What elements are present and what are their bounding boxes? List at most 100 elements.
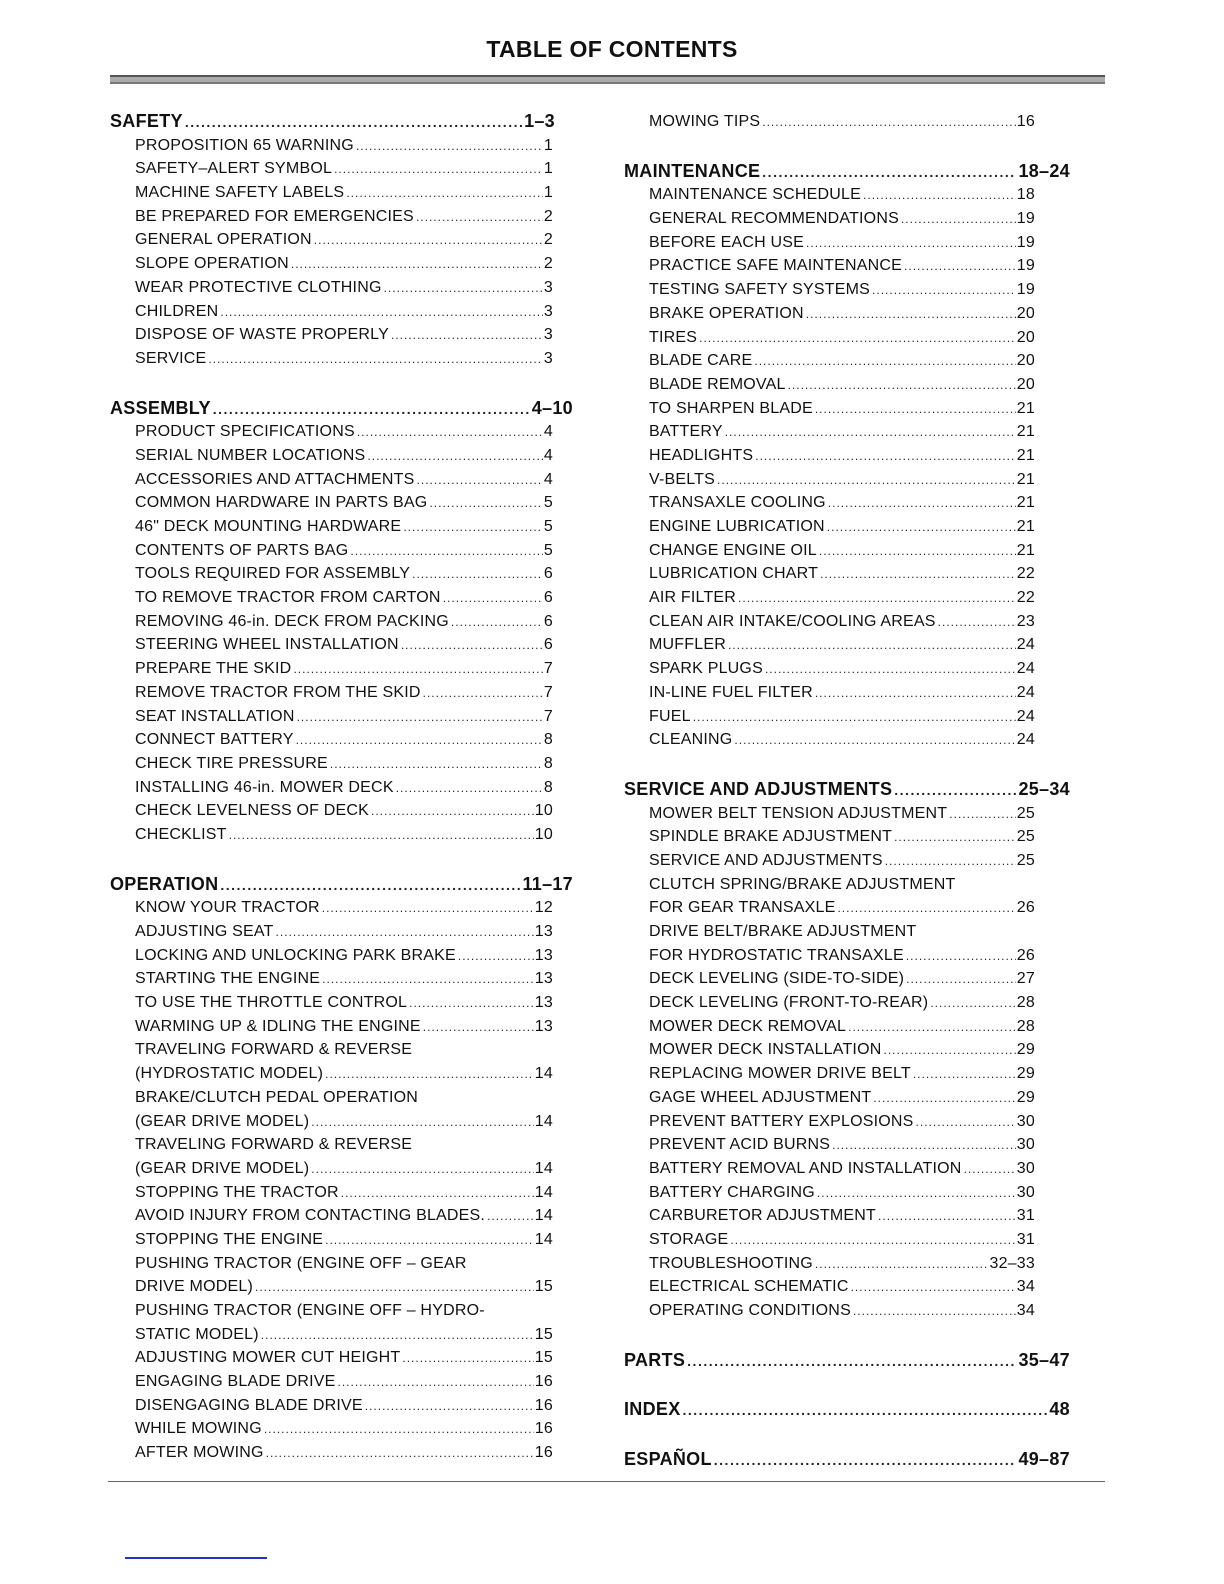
toc-entry[interactable]: DRIVE BELT/BRAKE ADJUSTMENT bbox=[624, 920, 1035, 944]
toc-entry[interactable]: BATTERY CHARGING 30 bbox=[624, 1181, 1035, 1205]
toc-entry[interactable]: CARBURETOR ADJUSTMENT 31 bbox=[624, 1204, 1035, 1228]
toc-entry[interactable]: MOWER DECK REMOVAL 28 bbox=[624, 1015, 1035, 1039]
toc-entry[interactable]: WARMING UP & IDLING THE ENGINE 13 bbox=[110, 1015, 553, 1039]
toc-entry[interactable]: CONTENTS OF PARTS BAG 5 bbox=[110, 539, 553, 563]
toc-entry[interactable]: TRAVELING FORWARD & REVERSE bbox=[110, 1038, 553, 1062]
toc-entry[interactable]: PUSHING TRACTOR (ENGINE OFF – GEAR bbox=[110, 1252, 553, 1276]
toc-entry[interactable]: TIRES 20 bbox=[624, 326, 1035, 350]
toc-entry[interactable]: IN-LINE FUEL FILTER 24 bbox=[624, 681, 1035, 705]
toc-entry[interactable]: STOPPING THE TRACTOR 14 bbox=[110, 1181, 553, 1205]
toc-entry[interactable]: HEADLIGHTS 21 bbox=[624, 444, 1035, 468]
toc-entry[interactable]: BLADE CARE 20 bbox=[624, 349, 1035, 373]
toc-entry[interactable]: INSTALLING 46-in. MOWER DECK 8 bbox=[110, 776, 553, 800]
toc-entry[interactable]: TROUBLESHOOTING 32–33 bbox=[624, 1252, 1035, 1276]
toc-entry[interactable]: ADJUSTING SEAT 13 bbox=[110, 920, 553, 944]
toc-entry[interactable]: SAFETY–ALERT SYMBOL 1 bbox=[110, 157, 553, 181]
toc-entry[interactable]: DISENGAGING BLADE DRIVE 16 bbox=[110, 1394, 553, 1418]
toc-entry[interactable]: LOCKING AND UNLOCKING PARK BRAKE 13 bbox=[110, 944, 553, 968]
toc-entry[interactable]: GENERAL OPERATION 2 bbox=[110, 228, 553, 252]
toc-entry[interactable]: CLUTCH SPRING/BRAKE ADJUSTMENT bbox=[624, 873, 1035, 897]
toc-entry[interactable]: ACCESSORIES AND ATTACHMENTS 4 bbox=[110, 468, 553, 492]
toc-entry[interactable]: ENGINE LUBRICATION 21 bbox=[624, 515, 1035, 539]
toc-entry[interactable]: REPLACING MOWER DRIVE BELT 29 bbox=[624, 1062, 1035, 1086]
toc-entry[interactable]: MAINTENANCE SCHEDULE 18 bbox=[624, 183, 1035, 207]
toc-entry[interactable]: BEFORE EACH USE 19 bbox=[624, 231, 1035, 255]
toc-entry[interactable]: SERVICE 3 bbox=[110, 347, 553, 371]
toc-entry[interactable]: SPINDLE BRAKE ADJUSTMENT 25 bbox=[624, 825, 1035, 849]
toc-entry[interactable]: STATIC MODEL) 15 bbox=[110, 1323, 553, 1347]
toc-section-heading[interactable]: SAFETY 1–3 bbox=[110, 110, 555, 134]
toc-entry[interactable]: DECK LEVELING (SIDE-TO-SIDE) 27 bbox=[624, 967, 1035, 991]
toc-entry[interactable]: CHECK LEVELNESS OF DECK 10 bbox=[110, 799, 553, 823]
toc-entry[interactable]: FOR GEAR TRANSAXLE 26 bbox=[624, 896, 1035, 920]
toc-entry[interactable]: WEAR PROTECTIVE CLOTHING 3 bbox=[110, 276, 553, 300]
toc-entry[interactable]: SPARK PLUGS 24 bbox=[624, 657, 1035, 681]
toc-entry[interactable]: GAGE WHEEL ADJUSTMENT 29 bbox=[624, 1086, 1035, 1110]
toc-entry[interactable]: V-BELTS 21 bbox=[624, 468, 1035, 492]
toc-entry[interactable]: REMOVING 46-in. DECK FROM PACKING 6 bbox=[110, 610, 553, 634]
toc-entry[interactable]: REMOVE TRACTOR FROM THE SKID 7 bbox=[110, 681, 553, 705]
toc-entry[interactable]: TO USE THE THROTTLE CONTROL 13 bbox=[110, 991, 553, 1015]
toc-entry[interactable]: TO REMOVE TRACTOR FROM CARTON 6 bbox=[110, 586, 553, 610]
toc-entry[interactable]: BATTERY REMOVAL AND INSTALLATION 30 bbox=[624, 1157, 1035, 1181]
toc-entry[interactable]: CLEANING 24 bbox=[624, 728, 1035, 752]
toc-entry[interactable]: WHILE MOWING 16 bbox=[110, 1417, 553, 1441]
toc-section-heading[interactable]: MAINTENANCE 18–24 bbox=[624, 160, 1070, 184]
toc-entry[interactable]: OPERATING CONDITIONS 34 bbox=[624, 1299, 1035, 1323]
toc-entry[interactable]: CHECKLIST 10 bbox=[110, 823, 553, 847]
toc-entry[interactable]: MUFFLER 24 bbox=[624, 633, 1035, 657]
toc-entry[interactable]: PREVENT ACID BURNS 30 bbox=[624, 1133, 1035, 1157]
toc-entry[interactable]: BRAKE/CLUTCH PEDAL OPERATION bbox=[110, 1086, 553, 1110]
toc-entry[interactable]: PROPOSITION 65 WARNING 1 bbox=[110, 134, 553, 158]
toc-entry[interactable]: SEAT INSTALLATION 7 bbox=[110, 705, 553, 729]
toc-entry[interactable]: BATTERY 21 bbox=[624, 420, 1035, 444]
toc-entry[interactable]: BE PREPARED FOR EMERGENCIES 2 bbox=[110, 205, 553, 229]
toc-entry[interactable]: FOR HYDROSTATIC TRANSAXLE 26 bbox=[624, 944, 1035, 968]
toc-entry[interactable]: AIR FILTER 22 bbox=[624, 586, 1035, 610]
toc-entry[interactable]: MOWING TIPS 16 bbox=[624, 110, 1035, 134]
toc-entry[interactable]: TOOLS REQUIRED FOR ASSEMBLY 6 bbox=[110, 562, 553, 586]
toc-section-heading[interactable]: PARTS 35–47 bbox=[624, 1349, 1070, 1373]
toc-entry[interactable]: ADJUSTING MOWER CUT HEIGHT 15 bbox=[110, 1346, 553, 1370]
toc-entry[interactable]: AVOID INJURY FROM CONTACTING BLADES. 14 bbox=[110, 1204, 553, 1228]
toc-section-heading[interactable]: SERVICE AND ADJUSTMENTS 25–34 bbox=[624, 778, 1070, 802]
toc-entry[interactable]: SERVICE AND ADJUSTMENTS 25 bbox=[624, 849, 1035, 873]
toc-entry[interactable]: CHECK TIRE PRESSURE 8 bbox=[110, 752, 553, 776]
toc-entry[interactable]: MACHINE SAFETY LABELS 1 bbox=[110, 181, 553, 205]
toc-entry[interactable]: BLADE REMOVAL 20 bbox=[624, 373, 1035, 397]
toc-entry[interactable]: KNOW YOUR TRACTOR 12 bbox=[110, 896, 553, 920]
toc-entry[interactable]: DISPOSE OF WASTE PROPERLY 3 bbox=[110, 323, 553, 347]
toc-entry[interactable]: PRODUCT SPECIFICATIONS 4 bbox=[110, 420, 553, 444]
toc-entry[interactable]: LUBRICATION CHART 22 bbox=[624, 562, 1035, 586]
toc-entry[interactable]: TESTING SAFETY SYSTEMS 19 bbox=[624, 278, 1035, 302]
toc-section-heading[interactable]: ASSEMBLY 4–10 bbox=[110, 397, 573, 421]
toc-entry[interactable]: ENGAGING BLADE DRIVE 16 bbox=[110, 1370, 553, 1394]
toc-entry[interactable]: PRACTICE SAFE MAINTENANCE 19 bbox=[624, 254, 1035, 278]
toc-entry[interactable]: CONNECT BATTERY 8 bbox=[110, 728, 553, 752]
toc-entry[interactable]: BRAKE OPERATION 20 bbox=[624, 302, 1035, 326]
toc-entry[interactable]: PREPARE THE SKID 7 bbox=[110, 657, 553, 681]
toc-entry[interactable]: STEERING WHEEL INSTALLATION 6 bbox=[110, 633, 553, 657]
toc-entry[interactable]: MOWER BELT TENSION ADJUSTMENT 25 bbox=[624, 802, 1035, 826]
toc-entry[interactable]: TRAVELING FORWARD & REVERSE bbox=[110, 1133, 553, 1157]
toc-section-heading[interactable]: ESPAÑOL 49–87 bbox=[624, 1448, 1070, 1472]
toc-entry[interactable]: CHANGE ENGINE OIL 21 bbox=[624, 539, 1035, 563]
toc-entry[interactable]: GENERAL RECOMMENDATIONS 19 bbox=[624, 207, 1035, 231]
toc-entry[interactable]: DRIVE MODEL) 15 bbox=[110, 1275, 553, 1299]
toc-entry[interactable]: TRANSAXLE COOLING 21 bbox=[624, 491, 1035, 515]
toc-entry[interactable]: (HYDROSTATIC MODEL) 14 bbox=[110, 1062, 553, 1086]
toc-entry[interactable]: ELECTRICAL SCHEMATIC 34 bbox=[624, 1275, 1035, 1299]
toc-entry[interactable]: STORAGE 31 bbox=[624, 1228, 1035, 1252]
toc-entry[interactable]: STOPPING THE ENGINE 14 bbox=[110, 1228, 553, 1252]
toc-entry[interactable]: (GEAR DRIVE MODEL) 14 bbox=[110, 1157, 553, 1181]
toc-entry[interactable]: 46" DECK MOUNTING HARDWARE 5 bbox=[110, 515, 553, 539]
toc-entry[interactable]: PUSHING TRACTOR (ENGINE OFF – HYDRO- bbox=[110, 1299, 553, 1323]
toc-entry[interactable]: MOWER DECK INSTALLATION 29 bbox=[624, 1038, 1035, 1062]
toc-entry[interactable]: COMMON HARDWARE IN PARTS BAG 5 bbox=[110, 491, 553, 515]
toc-section-heading[interactable]: OPERATION 11–17 bbox=[110, 873, 573, 897]
toc-entry[interactable]: SERIAL NUMBER LOCATIONS 4 bbox=[110, 444, 553, 468]
toc-entry[interactable]: FUEL 24 bbox=[624, 705, 1035, 729]
toc-entry[interactable]: PREVENT BATTERY EXPLOSIONS 30 bbox=[624, 1110, 1035, 1134]
toc-entry[interactable]: AFTER MOWING 16 bbox=[110, 1441, 553, 1465]
toc-entry[interactable]: CHILDREN 3 bbox=[110, 300, 553, 324]
